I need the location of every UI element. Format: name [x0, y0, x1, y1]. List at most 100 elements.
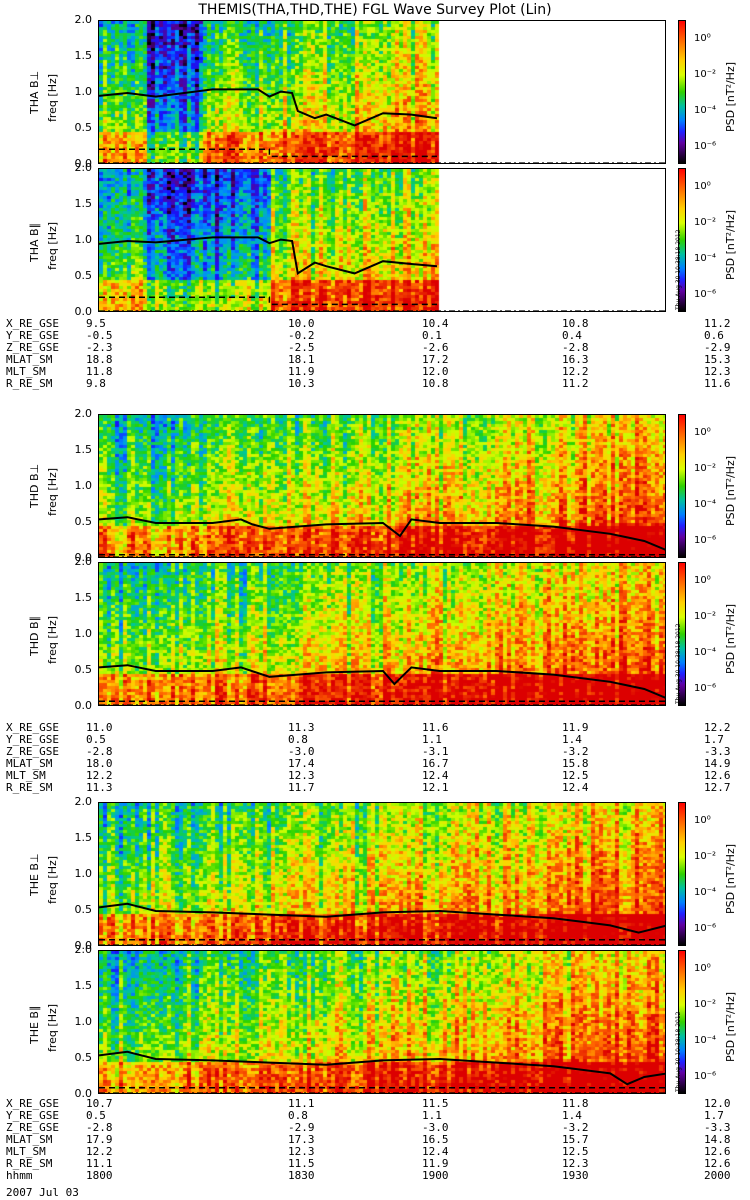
ephemeris-value: 0.1: [422, 329, 442, 342]
ephemeris-value: -2.3: [86, 341, 113, 354]
ephemeris-value: 15.7: [562, 1133, 589, 1146]
ephemeris-value: 10.4: [422, 317, 449, 330]
ephemeris-value: 1830: [288, 1169, 315, 1182]
ephemeris-value: 11.9: [562, 721, 589, 734]
ephemeris-value: 10.7: [86, 1097, 113, 1110]
ephemeris-value: 10.8: [562, 317, 589, 330]
line-overlay: [99, 88, 665, 163]
line-overlay: [99, 1050, 665, 1093]
y-tick-label: 1.5: [74, 49, 93, 62]
y-tick-label: 2.0: [74, 407, 93, 420]
ephemeris-value: -3.2: [562, 1121, 589, 1134]
ephemeris-value: 0.4: [562, 329, 582, 342]
y-tick-label: 0.0: [74, 551, 93, 564]
y-tick-label: 0.5: [74, 269, 93, 282]
spectrogram-image: [99, 563, 665, 705]
y-tick-label: 1.5: [74, 197, 93, 210]
ephemeris-value: -2.5: [288, 341, 315, 354]
ephemeris-value: -3.3: [704, 745, 731, 758]
colorbar-tick-label: 10⁻⁶: [694, 535, 717, 546]
ephemeris-label: Y_RE_GSE: [6, 733, 59, 746]
ephemeris-value: 17.3: [288, 1133, 315, 1146]
timestamp-stamp: Thu Aug 30 10:38:18 2012: [675, 623, 682, 704]
colorbar-tick-label: 10⁻²: [694, 851, 717, 862]
y-tick-label: 0.0: [74, 939, 93, 952]
ephemeris-value: -3.1: [422, 745, 449, 758]
ephemeris-label: R_RE_SM: [6, 377, 53, 390]
ephemeris-value: 18.8: [86, 353, 113, 366]
ephemeris-label: Z_RE_GSE: [6, 745, 59, 758]
ephemeris-value: 11.9: [422, 1157, 449, 1170]
ephemeris-row: MLT_SM 12.2 12.3 12.4 12.5 12.6: [6, 1145, 731, 1158]
colorbar-tick-label: 10⁰: [694, 33, 711, 44]
y-tick-label: 1.5: [74, 591, 93, 604]
ephemeris-value: 12.5: [562, 1145, 589, 1158]
ephemeris-value: 11.1: [288, 1097, 315, 1110]
ephemeris-value: 1800: [86, 1169, 113, 1182]
ephemeris-value: 11.5: [422, 1097, 449, 1110]
probe-label: THE B∥: [28, 1005, 41, 1044]
colorbar-tick-label: 10⁻⁶: [694, 1071, 717, 1082]
ephemeris-row: Y_RE_GSE 0.5 0.8 1.1 1.4 1.7: [6, 1109, 724, 1122]
ephemeris-value: 11.3: [288, 721, 315, 734]
ephemeris-value: 11.0: [86, 721, 113, 734]
ephemeris-value: 10.0: [288, 317, 315, 330]
line-overlay: [99, 516, 665, 557]
ephemeris-label: MLT_SM: [6, 1145, 46, 1158]
ephemeris-value: 16.7: [422, 757, 449, 770]
ephemeris-value: 14.8: [704, 1133, 731, 1146]
ephemeris-value: -3.0: [288, 745, 315, 758]
ephemeris-value: -0.2: [288, 329, 315, 342]
ephemeris-value: 1.7: [704, 1109, 724, 1122]
ephemeris-row: R_RE_SM 11.3 11.7 12.1 12.4 12.7: [6, 782, 731, 794]
y-tick-label: 1.0: [74, 85, 93, 98]
ephemeris-value: 12.3: [704, 365, 731, 378]
y-tick-label: 0.0: [74, 157, 93, 170]
spectrogram-thd-2: [98, 414, 666, 558]
ephemeris-value: 16.3: [562, 353, 589, 366]
solid-frequency-line: [99, 236, 438, 276]
solid-frequency-line: [99, 664, 665, 699]
y-tick-label: 0.5: [74, 515, 93, 528]
date-label: 2007 Jul 03: [6, 1186, 79, 1199]
colorbar-tick-label: 10⁻⁴: [694, 105, 717, 116]
ephemeris-value: 1.4: [562, 1109, 582, 1122]
timestamp-stamp: Thu Aug 30 10:38:18 2012: [675, 229, 682, 310]
timestamp-stamp: Thu Aug 30 10:38:18 2012: [675, 1011, 682, 1092]
line-overlay: [99, 902, 665, 945]
y-axis-label: freq [Hz]: [46, 855, 59, 904]
dashed-frequency-line: [99, 148, 437, 158]
ephemeris-value: 12.2: [704, 721, 731, 734]
ephemeris-value: -3.3: [704, 1121, 731, 1134]
spectrogram-thd-3: [98, 562, 666, 706]
y-tick-label: 2.0: [74, 555, 93, 568]
ephemeris-value: 12.7: [704, 781, 731, 794]
ephemeris-value: 11.1: [86, 1157, 113, 1170]
ephemeris-value: 11.6: [422, 721, 449, 734]
dashed-frequency-line: [99, 296, 437, 306]
colorbar-tick-label: 10⁻⁴: [694, 647, 717, 658]
ephemeris-value: 0.5: [86, 733, 106, 746]
colorbar: [678, 950, 686, 1094]
ephemeris-value: 12.3: [288, 1145, 315, 1158]
ephemeris-value: 10.3: [288, 377, 315, 390]
ephemeris-value: 12.3: [562, 1157, 589, 1170]
ephemeris-value: 1.1: [422, 1109, 442, 1122]
ephemeris-label: MLT_SM: [6, 769, 46, 782]
y-tick-label: 2.0: [74, 161, 93, 174]
ephemeris-value: 12.2: [562, 365, 589, 378]
colorbar: [678, 168, 686, 312]
spectrogram-the-5: [98, 950, 666, 1094]
ephemeris-row: MLAT_SM 18.8 18.1 17.2 16.3 15.3: [6, 353, 731, 366]
ephemeris-label: X_RE_GSE: [6, 1097, 59, 1110]
colorbar-label: PSD [nT²/Hz]: [724, 603, 737, 674]
ephemeris-value: -0.5: [86, 329, 113, 342]
spectrogram-image: [99, 415, 665, 557]
spectrogram-tha-0: [98, 20, 666, 164]
ephemeris-row: MLAT_SM 18.0 17.4 16.7 15.8 14.9: [6, 757, 731, 770]
colorbar-tick-label: 10⁰: [694, 181, 711, 192]
ephemeris-row: hhmm 1800 1830 1900 1930 2000: [6, 1169, 731, 1182]
colorbar-tick-label: 10⁻²: [694, 999, 717, 1010]
ephemeris-value: -2.8: [86, 745, 113, 758]
ephemeris-value: 1900: [422, 1169, 449, 1182]
